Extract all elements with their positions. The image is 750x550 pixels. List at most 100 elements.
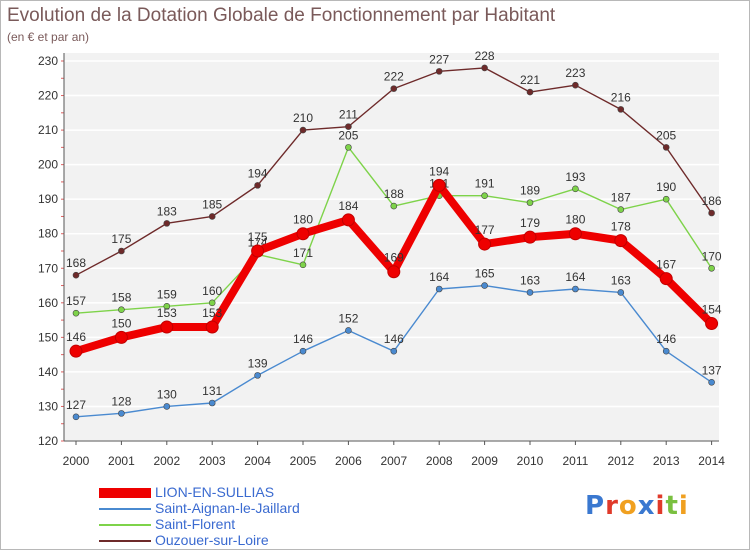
data-label-saint-aignan-le-jaillard-2004: 139 xyxy=(248,356,268,370)
legend-swatch-lion xyxy=(99,488,151,498)
data-label-lion-en-sullias-2008: 194 xyxy=(429,164,449,178)
data-label-lion-en-sullias-2001: 150 xyxy=(111,316,131,330)
data-point-saint-aignan-le-jaillard-2003 xyxy=(208,399,216,407)
data-point-ouzouer-sur-loire-2001 xyxy=(118,247,125,255)
plot-area xyxy=(64,53,719,441)
data-point-ouzouer-sur-loire-2007 xyxy=(390,85,398,92)
data-point-lion-en-sullias-2012 xyxy=(614,234,628,248)
data-label-saint-aignan-le-jaillard-2008: 164 xyxy=(429,270,449,284)
data-label-ouzouer-sur-loire-2004: 194 xyxy=(248,166,268,180)
data-point-saint-aignan-le-jaillard-2013 xyxy=(662,347,670,355)
data-label-ouzouer-sur-loire-2012: 216 xyxy=(611,90,631,104)
data-point-lion-en-sullias-2009 xyxy=(478,237,492,251)
legend-swatch-saint-florent xyxy=(99,524,151,526)
data-label-saint-florent-2002: 159 xyxy=(157,287,177,301)
x-tick-label-2004: 2004 xyxy=(244,454,271,468)
y-tick-label-220: 220 xyxy=(38,89,58,103)
data-label-saint-aignan-le-jaillard-2006: 152 xyxy=(338,311,358,325)
data-point-lion-en-sullias-2006 xyxy=(341,213,355,227)
data-point-saint-florent-2014 xyxy=(708,264,715,272)
y-tick-label-170: 170 xyxy=(38,261,58,275)
legend-swatch-saint-aignan xyxy=(99,508,151,510)
data-label-ouzouer-sur-loire-2001: 175 xyxy=(111,232,131,246)
data-label-saint-aignan-le-jaillard-2003: 131 xyxy=(202,384,222,398)
y-tick-label-140: 140 xyxy=(38,365,58,379)
data-point-ouzouer-sur-loire-2014 xyxy=(708,209,715,217)
data-point-saint-aignan-le-jaillard-2011 xyxy=(572,285,579,293)
data-label-ouzouer-sur-loire-2006: 211 xyxy=(339,108,358,122)
data-point-lion-en-sullias-2001 xyxy=(114,330,128,344)
data-label-saint-florent-2011: 193 xyxy=(565,170,585,184)
data-point-ouzouer-sur-loire-2010 xyxy=(526,88,534,96)
x-tick-label-2002: 2002 xyxy=(153,454,180,468)
data-point-ouzouer-sur-loire-2011 xyxy=(572,81,579,89)
x-tick-label-2011: 2011 xyxy=(562,454,588,468)
data-label-saint-florent-2009: 191 xyxy=(475,177,495,191)
data-label-lion-en-sullias-2004: 175 xyxy=(248,230,268,244)
y-tick-label-130: 130 xyxy=(38,399,58,413)
data-point-saint-florent-2013 xyxy=(662,195,670,203)
data-point-ouzouer-sur-loire-2002 xyxy=(163,220,171,227)
chart-subtitle: (en € et par an) xyxy=(7,30,90,44)
data-point-ouzouer-sur-loire-2006 xyxy=(345,123,352,130)
data-label-saint-florent-2003: 160 xyxy=(202,284,222,298)
data-label-lion-en-sullias-2012: 178 xyxy=(611,220,631,234)
data-label-saint-aignan-le-jaillard-2001: 128 xyxy=(111,394,131,408)
data-point-saint-florent-2001 xyxy=(118,306,125,314)
data-label-saint-florent-2012: 187 xyxy=(611,191,631,205)
x-tick-label-2007: 2007 xyxy=(380,454,407,468)
x-tick-label-2000: 2000 xyxy=(63,454,90,468)
x-tick-label-2003: 2003 xyxy=(199,454,226,468)
x-tick-label-2006: 2006 xyxy=(335,454,362,468)
data-label-lion-en-sullias-2000: 146 xyxy=(66,330,86,344)
data-point-lion-en-sullias-2013 xyxy=(659,272,673,286)
data-label-ouzouer-sur-loire-2003: 185 xyxy=(202,197,222,211)
data-point-saint-florent-2002 xyxy=(163,302,171,310)
data-label-saint-florent-2006: 205 xyxy=(338,128,358,142)
data-label-lion-en-sullias-2002: 153 xyxy=(157,306,177,320)
data-point-lion-en-sullias-2002 xyxy=(160,320,174,334)
data-point-lion-en-sullias-2008 xyxy=(432,178,446,192)
data-point-saint-aignan-le-jaillard-2005 xyxy=(299,347,307,355)
data-point-lion-en-sullias-2014 xyxy=(705,317,719,331)
data-point-lion-en-sullias-2005 xyxy=(296,227,310,241)
data-label-ouzouer-sur-loire-2014: 186 xyxy=(702,194,722,208)
data-point-ouzouer-sur-loire-2005 xyxy=(299,126,307,134)
data-label-lion-en-sullias-2010: 179 xyxy=(520,216,540,230)
data-label-ouzouer-sur-loire-2000: 168 xyxy=(66,256,86,270)
data-label-lion-en-sullias-2011: 180 xyxy=(565,213,585,227)
data-point-saint-aignan-le-jaillard-2006 xyxy=(345,327,352,334)
data-label-saint-florent-2001: 158 xyxy=(111,291,131,305)
data-point-lion-en-sullias-2004 xyxy=(251,244,265,258)
data-point-saint-florent-2003 xyxy=(208,299,216,307)
x-tick-label-2014: 2014 xyxy=(698,454,725,468)
data-label-saint-aignan-le-jaillard-2012: 163 xyxy=(611,273,631,287)
data-point-ouzouer-sur-loire-2000 xyxy=(72,271,80,279)
data-point-ouzouer-sur-loire-2003 xyxy=(208,213,216,220)
data-point-saint-florent-2007 xyxy=(390,202,398,210)
data-label-saint-aignan-le-jaillard-2002: 130 xyxy=(157,387,177,401)
y-tick-label-210: 210 xyxy=(38,123,58,137)
data-label-lion-en-sullias-2014: 154 xyxy=(702,303,722,317)
data-label-saint-florent-2007: 188 xyxy=(384,187,404,201)
data-label-saint-florent-2000: 157 xyxy=(66,294,86,308)
y-tick-label-160: 160 xyxy=(38,296,58,310)
data-point-saint-florent-2000 xyxy=(72,309,80,317)
data-point-ouzouer-sur-loire-2008 xyxy=(435,68,443,75)
legend-label-lion: LION-EN-SULLIAS xyxy=(155,484,275,500)
data-point-saint-florent-2012 xyxy=(617,206,625,213)
x-tick-label-2005: 2005 xyxy=(290,454,317,468)
data-label-saint-aignan-le-jaillard-2013: 146 xyxy=(656,332,676,346)
data-point-ouzouer-sur-loire-2012 xyxy=(617,106,625,113)
data-label-lion-en-sullias-2005: 180 xyxy=(293,213,313,227)
data-point-saint-aignan-le-jaillard-2001 xyxy=(118,410,125,417)
y-tick-label-190: 190 xyxy=(38,192,58,206)
x-tick-label-2008: 2008 xyxy=(426,454,453,468)
data-label-ouzouer-sur-loire-2007: 222 xyxy=(384,70,404,84)
data-point-saint-aignan-le-jaillard-2009 xyxy=(481,282,488,289)
data-label-saint-aignan-le-jaillard-2011: 164 xyxy=(565,270,585,284)
data-point-lion-en-sullias-2000 xyxy=(69,344,83,358)
data-label-saint-aignan-le-jaillard-2014: 137 xyxy=(702,363,722,377)
data-point-ouzouer-sur-loire-2004 xyxy=(254,182,261,189)
